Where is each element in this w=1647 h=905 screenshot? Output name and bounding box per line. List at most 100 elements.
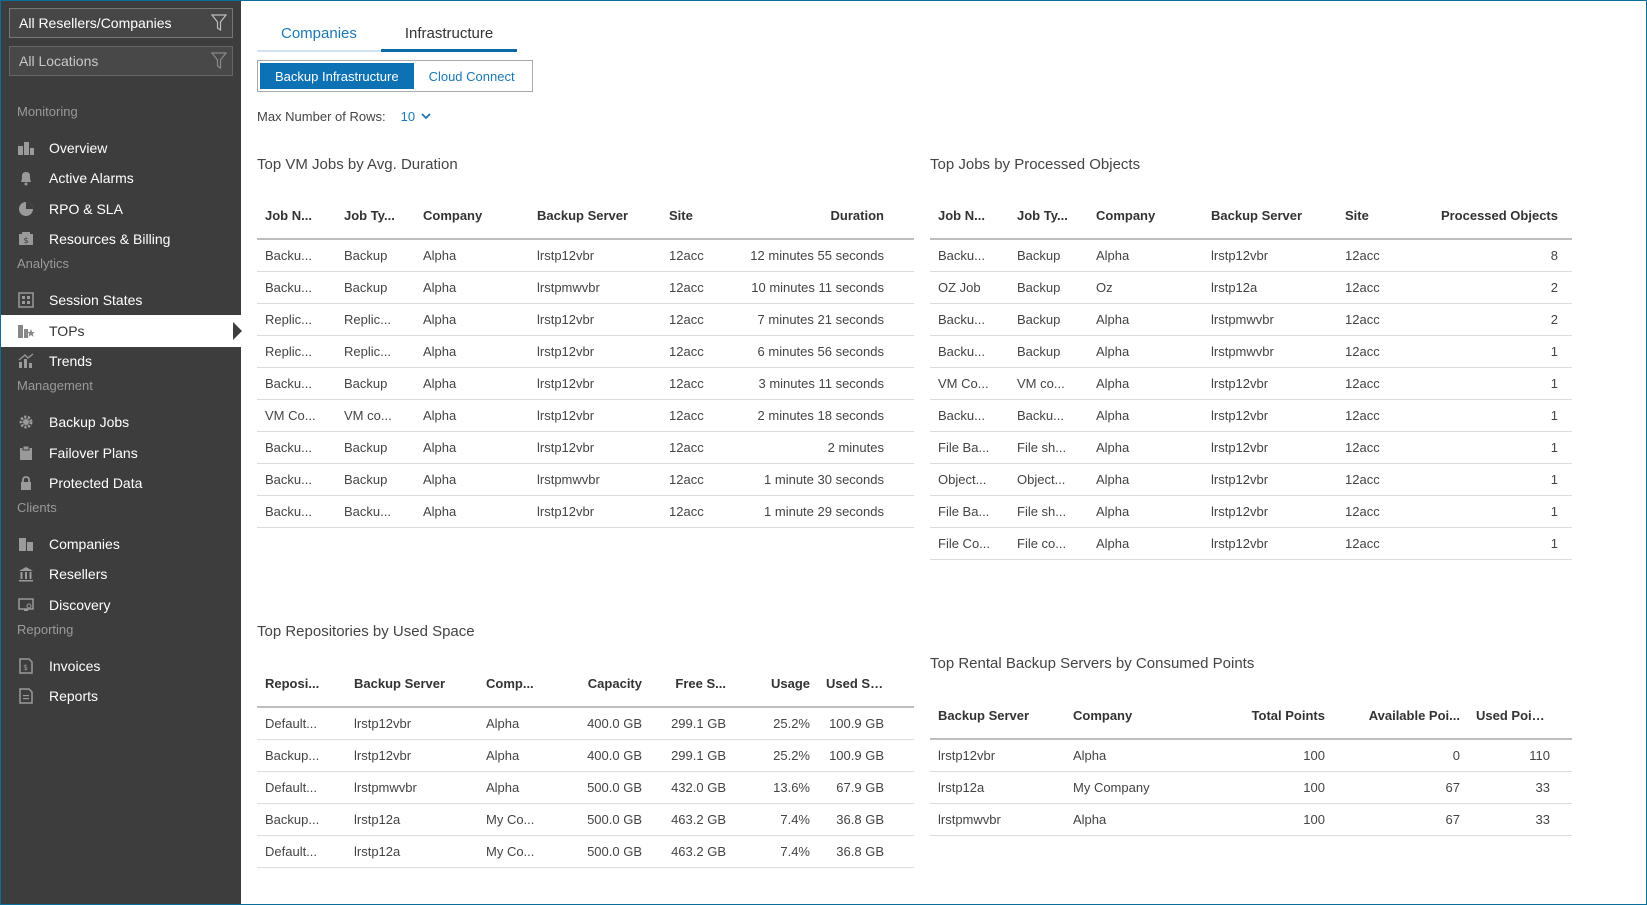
- table-row[interactable]: Default... lrstp12vbr Alpha 400.0 GB 299.1 G…: [257, 707, 914, 740]
- table-row[interactable]: Replic... Replic... Alpha lrstp12vbr 12acc 7 …: [257, 303, 914, 336]
- cell: My Co...: [478, 835, 566, 868]
- sidebar-item-resources-billing[interactable]: $ Resources & Billing: [1, 223, 241, 255]
- column-header[interactable]: Total Points: [1198, 693, 1333, 740]
- sidebar-item-reports[interactable]: Reports: [1, 680, 241, 712]
- table-row[interactable]: Backu... Backup Alpha lrstp12vbr 12acc 8: [930, 239, 1572, 272]
- cell: lrstp12vbr: [529, 495, 661, 528]
- table-row[interactable]: Object... Object... Alpha lrstp12vbr 12acc 1: [930, 463, 1572, 496]
- column-header[interactable]: Job N...: [930, 193, 1009, 240]
- table-row[interactable]: Backup... lrstp12a My Co... 500.0 GB 463.2 G…: [257, 803, 914, 836]
- sidebar-item-session-states[interactable]: Session States: [1, 284, 241, 316]
- cell: 36.8 GB: [818, 835, 914, 868]
- column-header[interactable]: Used Spa...: [818, 661, 914, 708]
- cell: Alpha: [1088, 495, 1203, 528]
- table-row[interactable]: Backu... Backu... Alpha lrstp12vbr 12acc 1: [930, 399, 1572, 432]
- sidebar-item-active-alarms[interactable]: Active Alarms: [1, 162, 241, 194]
- column-header[interactable]: Available Poi...: [1333, 693, 1468, 740]
- table-row[interactable]: VM Co... VM co... Alpha lrstp12vbr 12acc 2 mi…: [257, 399, 914, 432]
- processed-jobs-title: Top Jobs by Processed Objects: [930, 156, 1141, 173]
- sidebar-item-trends[interactable]: Trends: [1, 345, 241, 377]
- column-header[interactable]: Backup Server: [930, 693, 1065, 740]
- section-clients: Clients: [17, 500, 57, 515]
- column-header[interactable]: Job Ty...: [1009, 193, 1088, 240]
- cell: 12acc: [661, 335, 741, 368]
- table-row[interactable]: Backu... Backup Alpha lrstpmwvbr 12acc 1 minu…: [257, 463, 914, 496]
- location-filter[interactable]: All Locations: [9, 46, 233, 76]
- table-row[interactable]: Backu... Backu... Alpha lrstp12vbr 12acc 1 mi…: [257, 495, 914, 528]
- tab-infrastructure[interactable]: Infrastructure: [380, 17, 518, 52]
- cell: Backup: [336, 367, 415, 400]
- sidebar-item-protected-data[interactable]: Protected Data: [1, 467, 241, 499]
- sidebar-item-failover-plans[interactable]: Failover Plans: [1, 437, 241, 469]
- filter-icon[interactable]: [206, 48, 232, 74]
- cell: 12acc: [661, 399, 741, 432]
- rental-title: Top Rental Backup Servers by Consumed Po…: [930, 655, 1255, 672]
- table-row[interactable]: File Ba... File sh... Alpha lrstp12vbr 12acc…: [930, 495, 1572, 528]
- column-header[interactable]: Duration: [741, 193, 914, 240]
- clipboard-icon: [17, 444, 35, 462]
- cell: VM co...: [336, 399, 415, 432]
- sidebar-item-rpo-sla[interactable]: RPO & SLA: [1, 193, 241, 225]
- table-row[interactable]: Backup... lrstp12vbr Alpha 400.0 GB 299.1 GB…: [257, 739, 914, 772]
- cell: lrstp12vbr: [529, 303, 661, 336]
- cell: Alpha: [478, 771, 566, 804]
- table-row[interactable]: Backu... Backup Alpha lrstp12vbr 12acc 3 minu…: [257, 367, 914, 400]
- column-header[interactable]: Backup Server: [346, 661, 478, 708]
- table-row[interactable]: Backu... Backup Alpha lrstp12vbr 12acc 12 min…: [257, 239, 914, 272]
- cloud-connect-button[interactable]: Cloud Connect: [428, 68, 515, 84]
- column-header[interactable]: Usage: [734, 661, 818, 708]
- column-header[interactable]: Company: [1088, 193, 1203, 240]
- column-header[interactable]: Free S...: [650, 661, 734, 708]
- column-header[interactable]: Processed Objects: [1417, 193, 1572, 240]
- column-header[interactable]: Comp...: [478, 661, 566, 708]
- table-row[interactable]: File Co... File co... Alpha lrstp12vbr 12acc…: [930, 527, 1572, 560]
- max-rows-label: Max Number of Rows:: [257, 109, 386, 124]
- table-row[interactable]: Replic... Replic... Alpha lrstp12vbr 12acc 6 …: [257, 335, 914, 368]
- company-filter[interactable]: All Resellers/Companies: [9, 8, 233, 38]
- cell: 12acc: [1337, 335, 1417, 368]
- cell: 299.1 GB: [650, 707, 734, 740]
- column-header[interactable]: Backup Server: [1203, 193, 1337, 240]
- table-row[interactable]: Backu... Backup Alpha lrstpmwvbr 12acc 10 min…: [257, 271, 914, 304]
- column-header[interactable]: Used Points: [1468, 693, 1572, 740]
- report-icon: [17, 687, 35, 705]
- sidebar-item-backup-jobs[interactable]: Backup Jobs: [1, 406, 241, 438]
- table-row[interactable]: lrstp12vbr Alpha 100 0 110: [930, 739, 1572, 772]
- column-header[interactable]: Reposi...: [257, 661, 346, 708]
- max-rows-dropdown[interactable]: 10: [401, 109, 431, 124]
- cell: lrstp12a: [1203, 271, 1337, 304]
- filter-icon[interactable]: [206, 10, 232, 36]
- sidebar-item-overview[interactable]: Overview: [1, 132, 241, 164]
- column-header[interactable]: Site: [661, 193, 741, 240]
- column-header[interactable]: Backup Server: [529, 193, 661, 240]
- cell: 432.0 GB: [650, 771, 734, 804]
- table-row[interactable]: Backu... Backup Alpha lrstpmwvbr 12acc 2: [930, 303, 1572, 336]
- table-row[interactable]: OZ Job Backup Oz lrstp12a 12acc 2: [930, 271, 1572, 304]
- column-header[interactable]: Job Ty...: [336, 193, 415, 240]
- table-row[interactable]: Backu... Backup Alpha lrstp12vbr 12acc 2 minu…: [257, 431, 914, 464]
- table-row[interactable]: Backu... Backup Alpha lrstpmwvbr 12acc 1: [930, 335, 1572, 368]
- cell: lrstp12vbr: [529, 335, 661, 368]
- column-header[interactable]: Job N...: [257, 193, 336, 240]
- column-header[interactable]: Company: [415, 193, 529, 240]
- sidebar-item-discovery[interactable]: Discovery: [1, 589, 241, 621]
- column-header[interactable]: Site: [1337, 193, 1417, 240]
- table-row[interactable]: VM Co... VM co... Alpha lrstp12vbr 12acc 1: [930, 367, 1572, 400]
- column-header[interactable]: Company: [1065, 693, 1198, 740]
- table-row[interactable]: lrstpmwvbr Alpha 100 67 33: [930, 803, 1572, 836]
- backup-infrastructure-button[interactable]: Backup Infrastructure: [260, 63, 414, 89]
- cell: Backup: [1009, 303, 1088, 336]
- cell: 12acc: [661, 495, 741, 528]
- table-row[interactable]: lrstp12a My Company 100 67 33: [930, 771, 1572, 804]
- sidebar-item-companies[interactable]: Companies: [1, 528, 241, 560]
- table-row[interactable]: Default... lrstp12a My Co... 500.0 GB 463.2 …: [257, 835, 914, 868]
- table-row[interactable]: File Ba... File sh... Alpha lrstp12vbr 12acc…: [930, 431, 1572, 464]
- tab-companies[interactable]: Companies: [257, 17, 381, 52]
- cell: File Ba...: [930, 431, 1009, 464]
- sidebar-item-tops[interactable]: TOPs: [1, 315, 241, 347]
- table-row[interactable]: Default... lrstpmwvbr Alpha 500.0 GB 432.0 G…: [257, 771, 914, 804]
- sidebar-item-resellers[interactable]: Resellers: [1, 558, 241, 590]
- sidebar-item-invoices[interactable]: $ Invoices: [1, 650, 241, 682]
- column-header[interactable]: Capacity: [566, 661, 650, 708]
- rental-table: Backup Server Company Total Points Avail…: [930, 693, 1572, 836]
